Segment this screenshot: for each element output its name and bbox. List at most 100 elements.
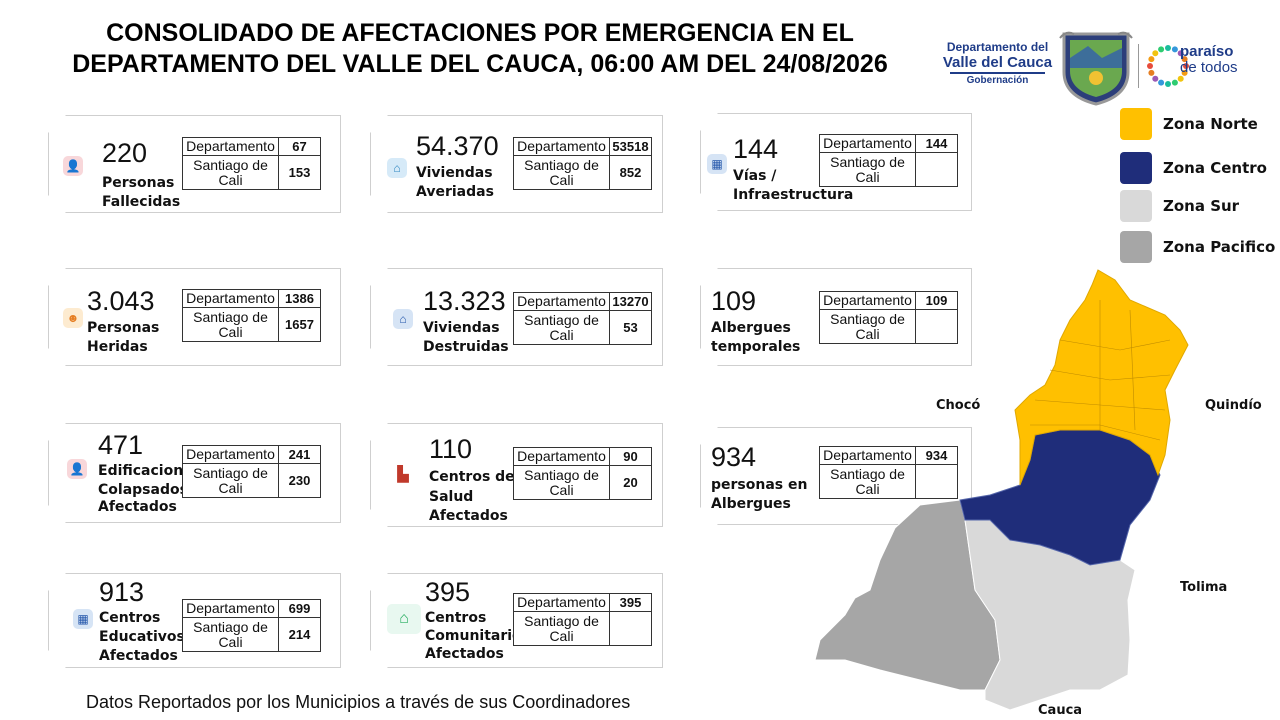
legend-swatch (1120, 231, 1152, 263)
dept-label: Departamento (514, 448, 610, 466)
card-label-1: Personas (102, 175, 175, 191)
dept-label: Departamento (514, 138, 610, 156)
card-label-3: Afectados (98, 499, 177, 515)
card-personas-fallecidas: 👤 220 Personas Fallecidas Departamento 67… (48, 115, 341, 213)
breakdown-table: Departamento 144 Santiago de Cali (819, 134, 958, 187)
card-total: 13.323 (423, 286, 506, 316)
cali-value: 53 (610, 311, 652, 345)
building-icon: ▦ (707, 154, 727, 174)
cali-label: Santiago de Cali (183, 156, 279, 190)
card-label-1: Centros (425, 610, 487, 626)
cali-value (916, 153, 958, 187)
footer-note: Datos Reportados por los Municipios a tr… (86, 692, 631, 712)
paraiso-logo: paraíso de todos (1180, 44, 1238, 76)
dept-label: Departamento (183, 600, 279, 618)
label-choco: Chocó (936, 398, 981, 413)
card-label-1: Edificaciones (98, 463, 202, 479)
card-label-2: Fallecidas (102, 194, 181, 210)
card-label-2: Colapsados / (98, 482, 198, 498)
cali-value (916, 465, 958, 499)
dept-value: 53518 (610, 138, 652, 156)
house-icon: ⌂ (387, 158, 407, 178)
card-label-2: Infraestructura (733, 187, 854, 203)
card-total: 395 (425, 577, 471, 607)
card-viviendas-averiadas: ⌂ 54.370 Viviendas Averiadas Departament… (370, 115, 663, 213)
dept-label: Departamento (183, 446, 279, 464)
cali-value (610, 612, 652, 646)
house-broken-icon: ⌂ (393, 309, 413, 329)
card-label-2: Salud (429, 489, 474, 505)
card-centros-comunitarios: ⌂ 395 Centros Comunitarios Afectados Dep… (370, 573, 663, 668)
card-label-1: Albergues (711, 320, 791, 336)
dept-value: 13270 (610, 293, 652, 311)
cali-value: 230 (279, 464, 321, 498)
cali-value: 20 (610, 466, 652, 500)
cali-value: 852 (610, 156, 652, 190)
card-label-1: Viviendas (423, 320, 500, 336)
dept-label: Departamento (820, 135, 916, 153)
card-label-2: temporales (711, 339, 801, 355)
card-centros-salud: ▙ 110 Centros de Salud Afectados Departa… (370, 423, 663, 527)
dept-value: 1386 (279, 290, 321, 308)
cali-value: 1657 (279, 308, 321, 342)
card-total: 913 (99, 577, 145, 607)
breakdown-table: Departamento 53518 Santiago de Cali 852 (513, 137, 652, 190)
dept-value: 395 (610, 594, 652, 612)
card-edificaciones: 👤 471 Edificaciones Colapsados / Afectad… (48, 423, 341, 523)
breakdown-table: Departamento 241 Santiago de Cali 230 (182, 445, 321, 498)
card-total: 471 (98, 430, 144, 460)
card-total: 110 (429, 434, 473, 464)
gob-logo-line-2: Valle del Cauca (942, 54, 1053, 71)
municipal-boundaries (1030, 300, 1171, 441)
cali-label: Santiago de Cali (514, 612, 610, 646)
cali-label: Santiago de Cali (820, 465, 916, 499)
dept-label: Departamento (514, 594, 610, 612)
dept-value: 144 (916, 135, 958, 153)
dept-label: Departamento (514, 293, 610, 311)
zona-norte-region (1014, 269, 1189, 486)
breakdown-table: Departamento 934 Santiago de Cali (819, 446, 958, 499)
cali-label: Santiago de Cali (183, 464, 279, 498)
paraiso-line-1: paraíso (1180, 43, 1234, 60)
cali-value (916, 310, 958, 344)
legend-label: Zona Norte (1163, 115, 1258, 133)
card-total: 220 (102, 138, 148, 168)
legend-label: Zona Centro (1163, 159, 1267, 177)
breakdown-table: Departamento 395 Santiago de Cali (513, 593, 652, 646)
legend-swatch (1120, 190, 1152, 222)
breakdown-table: Departamento 90 Santiago de Cali 20 (513, 447, 652, 500)
card-label-2: Educativos (99, 629, 185, 645)
dept-value: 90 (610, 448, 652, 466)
dept-label: Departamento (820, 447, 916, 465)
cali-label: Santiago de Cali (514, 466, 610, 500)
collapsed-building-icon: 👤 (67, 459, 87, 479)
card-total: 144 (733, 134, 779, 164)
card-label-3: Afectados (425, 646, 504, 662)
card-personas-heridas: ☻ 3.043 Personas Heridas Departamento 138… (48, 268, 341, 366)
card-label-1: personas en (711, 477, 808, 493)
card-total: 54.370 (416, 131, 499, 161)
cali-label: Santiago de Cali (514, 311, 610, 345)
cali-label: Santiago de Cali (820, 310, 916, 344)
label-quindio: Quindío (1205, 398, 1262, 413)
card-label-1: Personas (87, 320, 160, 336)
card-label-3: Afectados (429, 508, 508, 524)
card-label-2: Heridas (87, 339, 148, 355)
paraiso-sunburst-icon (1147, 45, 1189, 87)
title-line-1: CONSOLIDADO DE AFECTACIONES POR EMERGENC… (106, 19, 854, 47)
card-label-2: Albergues (711, 496, 791, 512)
card-total: 109 (711, 286, 757, 316)
legend-swatch (1120, 152, 1152, 184)
card-vias-infraestructura: ▦ 144 Vías / Infraestructura Departament… (700, 113, 972, 211)
school-icon: ▦ (73, 609, 93, 629)
cali-label: Santiago de Cali (820, 153, 916, 187)
cali-value: 214 (279, 618, 321, 652)
dept-label: Departamento (183, 138, 279, 156)
person-x-icon: 👤 (63, 156, 83, 176)
card-total: 3.043 (87, 286, 155, 316)
cali-label: Santiago de Cali (514, 156, 610, 190)
label-cauca: Cauca (1038, 703, 1083, 718)
title-line-2: DEPARTAMENTO DEL VALLE DEL CAUCA, 06:00 … (72, 50, 888, 78)
page-title: CONSOLIDADO DE AFECTACIONES POR EMERGENC… (20, 18, 940, 80)
card-label-3: Afectados (99, 648, 178, 664)
